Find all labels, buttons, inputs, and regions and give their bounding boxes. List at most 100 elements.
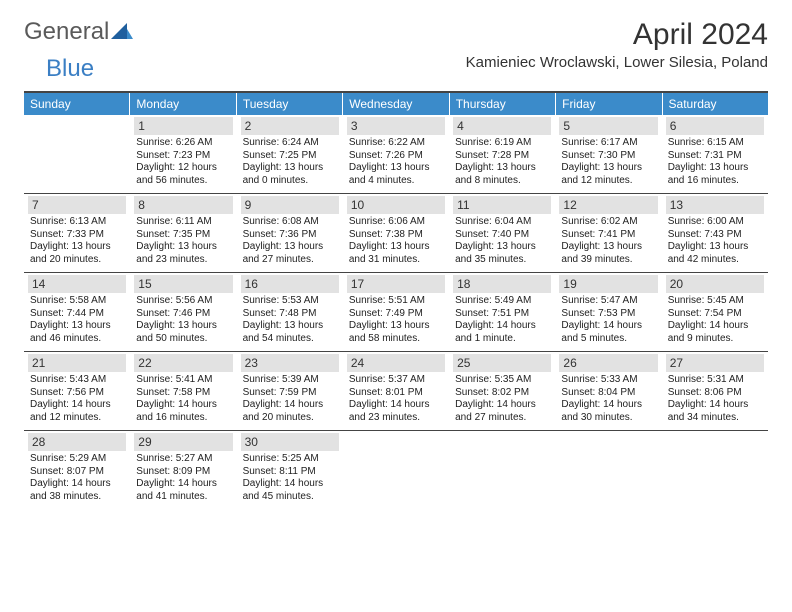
day-header: Sunday <box>24 93 130 115</box>
sun-info-line: Daylight: 13 hours <box>349 241 443 254</box>
sun-info-line: Sunrise: 5:45 AM <box>668 295 762 308</box>
day-cell: 28Sunrise: 5:29 AMSunset: 8:07 PMDayligh… <box>24 431 130 509</box>
sun-info-line: Sunrise: 5:49 AM <box>455 295 549 308</box>
day-cell: 14 Sunrise: 5:58 AMSunset: 7:44 PMDayligh… <box>24 273 130 351</box>
sun-info-line: and 23 minutes. <box>349 412 443 425</box>
week-row: 7Sunrise: 6:13 AMSunset: 7:33 PMDaylight… <box>24 193 768 272</box>
sun-info-line: and 56 minutes. <box>136 175 230 188</box>
sun-info: Sunrise: 6:24 AMSunset: 7:25 PMDaylight:… <box>241 137 339 187</box>
sun-info-line: Daylight: 14 hours <box>561 320 655 333</box>
day-number: 22 <box>134 354 232 372</box>
sun-info-line: and 46 minutes. <box>30 333 124 346</box>
sun-info: Sunrise: 5:58 AMSunset: 7:44 PMDaylight:… <box>28 295 126 345</box>
day-number: 4 <box>453 117 551 135</box>
sun-info-line: and 50 minutes. <box>136 333 230 346</box>
sun-info-line: and 16 minutes. <box>668 175 762 188</box>
sun-info-line: Sunrise: 5:31 AM <box>668 374 762 387</box>
day-number: 1 <box>134 117 232 135</box>
sun-info: Sunrise: 5:41 AMSunset: 7:58 PMDaylight:… <box>134 374 232 424</box>
day-number: 3 <box>347 117 445 135</box>
sun-info-line: and 27 minutes. <box>243 254 337 267</box>
sun-info-line: and 4 minutes. <box>349 175 443 188</box>
sun-info: Sunrise: 5:49 AMSunset: 7:51 PMDaylight:… <box>453 295 551 345</box>
day-cell: 5Sunrise: 6:17 AMSunset: 7:30 PMDaylight… <box>555 115 661 193</box>
sun-info: Sunrise: 6:17 AMSunset: 7:30 PMDaylight:… <box>559 137 657 187</box>
sun-info-line: and 12 minutes. <box>30 412 124 425</box>
sun-info: Sunrise: 5:31 AMSunset: 8:06 PMDaylight:… <box>666 374 764 424</box>
day-cell: 20Sunrise: 5:45 AMSunset: 7:54 PMDayligh… <box>662 273 768 351</box>
sun-info-line: Sunset: 7:31 PM <box>668 150 762 163</box>
week-row: 28Sunrise: 5:29 AMSunset: 8:07 PMDayligh… <box>24 430 768 509</box>
sun-info-line: Daylight: 14 hours <box>30 399 124 412</box>
sun-info-line: Daylight: 13 hours <box>455 162 549 175</box>
day-number <box>559 433 657 451</box>
day-number: 23 <box>241 354 339 372</box>
sun-info: Sunrise: 5:35 AMSunset: 8:02 PMDaylight:… <box>453 374 551 424</box>
sun-info-line: Sunset: 7:25 PM <box>243 150 337 163</box>
day-cell: 12 Sunrise: 6:02 AMSunset: 7:41 PMDayligh… <box>555 194 661 272</box>
sun-info: Sunrise: 6:04 AMSunset: 7:40 PMDaylight:… <box>453 216 551 266</box>
day-number: 15 <box>134 275 232 293</box>
sun-info-line: Sunset: 8:01 PM <box>349 387 443 400</box>
sun-info-line: Daylight: 14 hours <box>243 478 337 491</box>
sun-info-line: Sunset: 7:56 PM <box>30 387 124 400</box>
sun-info-line: Daylight: 13 hours <box>30 320 124 333</box>
sun-info-line: Sunset: 7:26 PM <box>349 150 443 163</box>
sun-info-line: Sunrise: 6:02 AM <box>561 216 655 229</box>
day-cell: 18Sunrise: 5:49 AMSunset: 7:51 PMDayligh… <box>449 273 555 351</box>
day-cell <box>555 431 661 509</box>
day-cell: 2Sunrise: 6:24 AMSunset: 7:25 PMDaylight… <box>237 115 343 193</box>
day-header-row: Sunday Monday Tuesday Wednesday Thursday… <box>24 93 768 115</box>
sun-info-line: Daylight: 13 hours <box>243 320 337 333</box>
sun-info: Sunrise: 6:11 AMSunset: 7:35 PMDaylight:… <box>134 216 232 266</box>
month-title: April 2024 <box>466 18 768 52</box>
day-number: 20 <box>666 275 764 293</box>
sun-info-line: Sunrise: 5:25 AM <box>243 453 337 466</box>
sun-info-line: Sunset: 7:46 PM <box>136 308 230 321</box>
sun-info-line: Daylight: 14 hours <box>136 399 230 412</box>
sun-info-line: Sunset: 7:54 PM <box>668 308 762 321</box>
day-number: 14 <box>28 275 126 293</box>
sun-info-line: Sunrise: 5:37 AM <box>349 374 443 387</box>
day-number: 30 <box>241 433 339 451</box>
sun-info: Sunrise: 6:08 AMSunset: 7:36 PMDaylight:… <box>241 216 339 266</box>
day-header: Friday <box>556 93 662 115</box>
sun-info-line: Daylight: 14 hours <box>243 399 337 412</box>
sun-info-line: and 38 minutes. <box>30 491 124 504</box>
sun-info-line: Sunrise: 5:41 AM <box>136 374 230 387</box>
sun-info: Sunrise: 6:22 AMSunset: 7:26 PMDaylight:… <box>347 137 445 187</box>
day-number <box>666 433 764 451</box>
sun-info: Sunrise: 5:39 AMSunset: 7:59 PMDaylight:… <box>241 374 339 424</box>
sun-info-line: Sunrise: 6:24 AM <box>243 137 337 150</box>
day-cell <box>449 431 555 509</box>
sun-info-line: and 12 minutes. <box>561 175 655 188</box>
day-cell: 11 Sunrise: 6:04 AMSunset: 7:40 PMDayligh… <box>449 194 555 272</box>
sun-info-line: and 20 minutes. <box>243 412 337 425</box>
sun-info: Sunrise: 5:37 AMSunset: 8:01 PMDaylight:… <box>347 374 445 424</box>
day-cell: 27Sunrise: 5:31 AMSunset: 8:06 PMDayligh… <box>662 352 768 430</box>
sun-info: Sunrise: 6:00 AMSunset: 7:43 PMDaylight:… <box>666 216 764 266</box>
day-number <box>28 117 126 135</box>
sun-info-line: Sunrise: 6:26 AM <box>136 137 230 150</box>
sun-info: Sunrise: 6:02 AMSunset: 7:41 PMDaylight:… <box>559 216 657 266</box>
sun-info-line: Sunset: 8:09 PM <box>136 466 230 479</box>
day-number: 17 <box>347 275 445 293</box>
sun-info-line: Sunrise: 5:51 AM <box>349 295 443 308</box>
sun-info-line: and 8 minutes. <box>455 175 549 188</box>
sun-info-line: Sunrise: 6:06 AM <box>349 216 443 229</box>
day-number: 19 <box>559 275 657 293</box>
sun-info-line: and 23 minutes. <box>136 254 230 267</box>
sun-info-line: Sunset: 7:53 PM <box>561 308 655 321</box>
sun-info-line: Daylight: 13 hours <box>243 241 337 254</box>
day-cell: 26Sunrise: 5:33 AMSunset: 8:04 PMDayligh… <box>555 352 661 430</box>
sun-info-line: Daylight: 13 hours <box>136 241 230 254</box>
brand-general: General <box>24 18 109 46</box>
day-cell: 15Sunrise: 5:56 AMSunset: 7:46 PMDayligh… <box>130 273 236 351</box>
sun-info-line: Sunset: 7:43 PM <box>668 229 762 242</box>
day-number: 13 <box>666 196 764 214</box>
sun-info-line: Daylight: 13 hours <box>136 320 230 333</box>
day-number: 11 <box>453 196 551 214</box>
day-number: 25 <box>453 354 551 372</box>
sun-info-line: and 1 minute. <box>455 333 549 346</box>
day-number: 12 <box>559 196 657 214</box>
